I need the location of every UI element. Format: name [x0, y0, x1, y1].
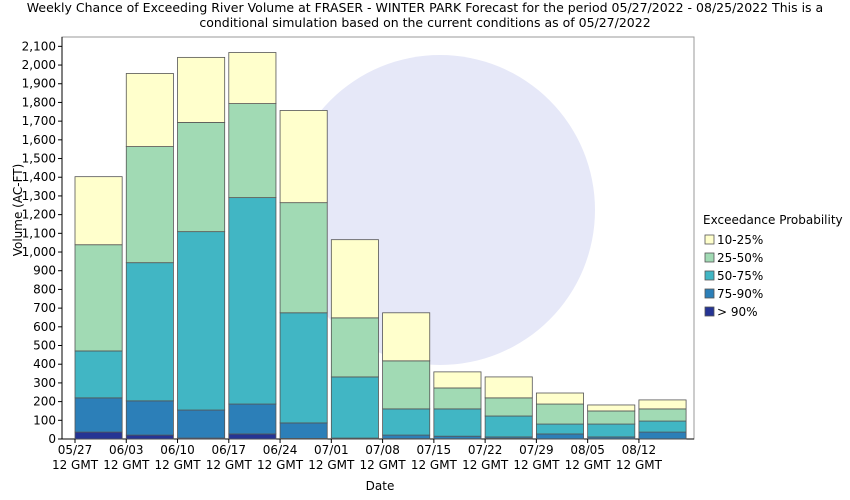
bar-segment — [484, 376, 533, 399]
legend-swatch — [704, 252, 715, 263]
x-tick-label: 07/22 12 GMT — [462, 443, 509, 472]
legend-label: > 90% — [717, 305, 758, 319]
x-axis-label: Date — [366, 479, 395, 493]
legend-swatch — [704, 234, 715, 245]
x-tick-label: 08/12 12 GMT — [616, 443, 663, 472]
bar-segment — [125, 434, 174, 440]
x-tick-label: 07/08 12 GMT — [360, 443, 407, 472]
bar-segment — [587, 423, 636, 438]
y-tick-label: 100 — [33, 413, 56, 427]
chart-title: Weekly Chance of Exceeding River Volume … — [26, 0, 824, 30]
bar-segment — [587, 404, 636, 412]
bar-segment — [279, 110, 328, 204]
x-tick-label: 06/24 12 GMT — [257, 443, 304, 472]
legend-label: 10-25% — [717, 233, 763, 247]
bar-segment — [228, 433, 277, 440]
y-tick-label: 1,600 — [22, 133, 56, 147]
y-tick-label: 2,000 — [22, 58, 56, 72]
y-tick-label: 1,200 — [22, 208, 56, 222]
y-tick-label: 500 — [33, 339, 56, 353]
bar-segment — [638, 431, 687, 440]
legend-label: 75-90% — [717, 287, 763, 301]
y-tick-label: 400 — [33, 357, 56, 371]
x-tick-label: 07/15 12 GMT — [411, 443, 458, 472]
bar-segment — [382, 312, 431, 362]
y-tick-label: 600 — [33, 320, 56, 334]
bar-segment — [330, 376, 379, 439]
bar-segment — [638, 408, 687, 422]
bar-segment — [125, 400, 174, 436]
legend-swatch — [704, 306, 715, 317]
y-tick-label: 1,300 — [22, 189, 56, 203]
y-tick-label: 1,100 — [22, 226, 56, 240]
bar-segment — [279, 202, 328, 314]
bar-segment — [74, 244, 123, 352]
y-tick-label: 1,500 — [22, 152, 56, 166]
y-tick-label: 2,100 — [22, 39, 56, 53]
legend-label: 25-50% — [717, 251, 763, 265]
bar-segment — [228, 197, 277, 405]
bar-segment — [177, 56, 226, 123]
legend-label: 50-75% — [717, 269, 763, 283]
bar-segment — [177, 231, 226, 411]
bar-segment — [228, 52, 277, 104]
bar-segment — [228, 403, 277, 435]
bar-segment — [279, 312, 328, 424]
bar-segment — [433, 408, 482, 437]
x-tick-label: 06/03 12 GMT — [103, 443, 150, 472]
bar-segment — [484, 397, 533, 417]
x-tick-label: 07/29 12 GMT — [513, 443, 560, 472]
bar-segment — [535, 433, 584, 440]
bar-segment — [330, 317, 379, 378]
bar-segment — [638, 420, 687, 433]
bar-segment — [382, 360, 431, 410]
bar-segment — [177, 122, 226, 233]
legend-swatch — [704, 288, 715, 299]
bar-segment — [535, 392, 584, 405]
y-tick-label: 1,400 — [22, 170, 56, 184]
bar-segment — [433, 387, 482, 410]
y-axis-label: Volume (AC-FT) — [11, 164, 25, 257]
y-tick-label: 1,800 — [22, 95, 56, 109]
bar-segment — [177, 409, 226, 439]
bar-segment — [535, 403, 584, 425]
y-tick-label: 200 — [33, 395, 56, 409]
bar-segment — [484, 415, 533, 438]
bar-segment — [433, 371, 482, 389]
y-tick-label: 0 — [48, 432, 56, 446]
legend-swatch — [704, 270, 715, 281]
y-tick-label: 300 — [33, 376, 56, 390]
y-tick-label: 1,900 — [22, 77, 56, 91]
x-tick-label: 08/05 12 GMT — [565, 443, 612, 472]
y-tick-label: 1,700 — [22, 114, 56, 128]
y-tick-label: 1,000 — [22, 245, 56, 259]
bar-segment — [638, 399, 687, 410]
y-tick-label: 700 — [33, 301, 56, 315]
bar-segment — [125, 262, 174, 402]
bar-segment — [330, 239, 379, 319]
y-tick-label: 800 — [33, 282, 56, 296]
bar-segment — [125, 146, 174, 264]
x-tick-label: 07/01 12 GMT — [308, 443, 355, 472]
bar-segment — [228, 103, 277, 199]
bar-segment — [125, 73, 174, 147]
bar-segment — [535, 423, 584, 435]
legend-title: Exceedance Probability — [703, 213, 843, 227]
bar-segment — [74, 397, 123, 433]
x-tick-label: 05/27 12 GMT — [52, 443, 99, 472]
bar-segment — [279, 422, 328, 439]
y-tick-label: 900 — [33, 264, 56, 278]
x-tick-label: 06/10 12 GMT — [154, 443, 201, 472]
bar-segment — [587, 410, 636, 425]
bar-segment — [74, 431, 123, 440]
x-tick-label: 06/17 12 GMT — [206, 443, 253, 472]
bar-segment — [74, 350, 123, 399]
bar-segment — [382, 408, 431, 436]
bar-segment — [382, 434, 431, 440]
bar-segment — [74, 176, 123, 246]
